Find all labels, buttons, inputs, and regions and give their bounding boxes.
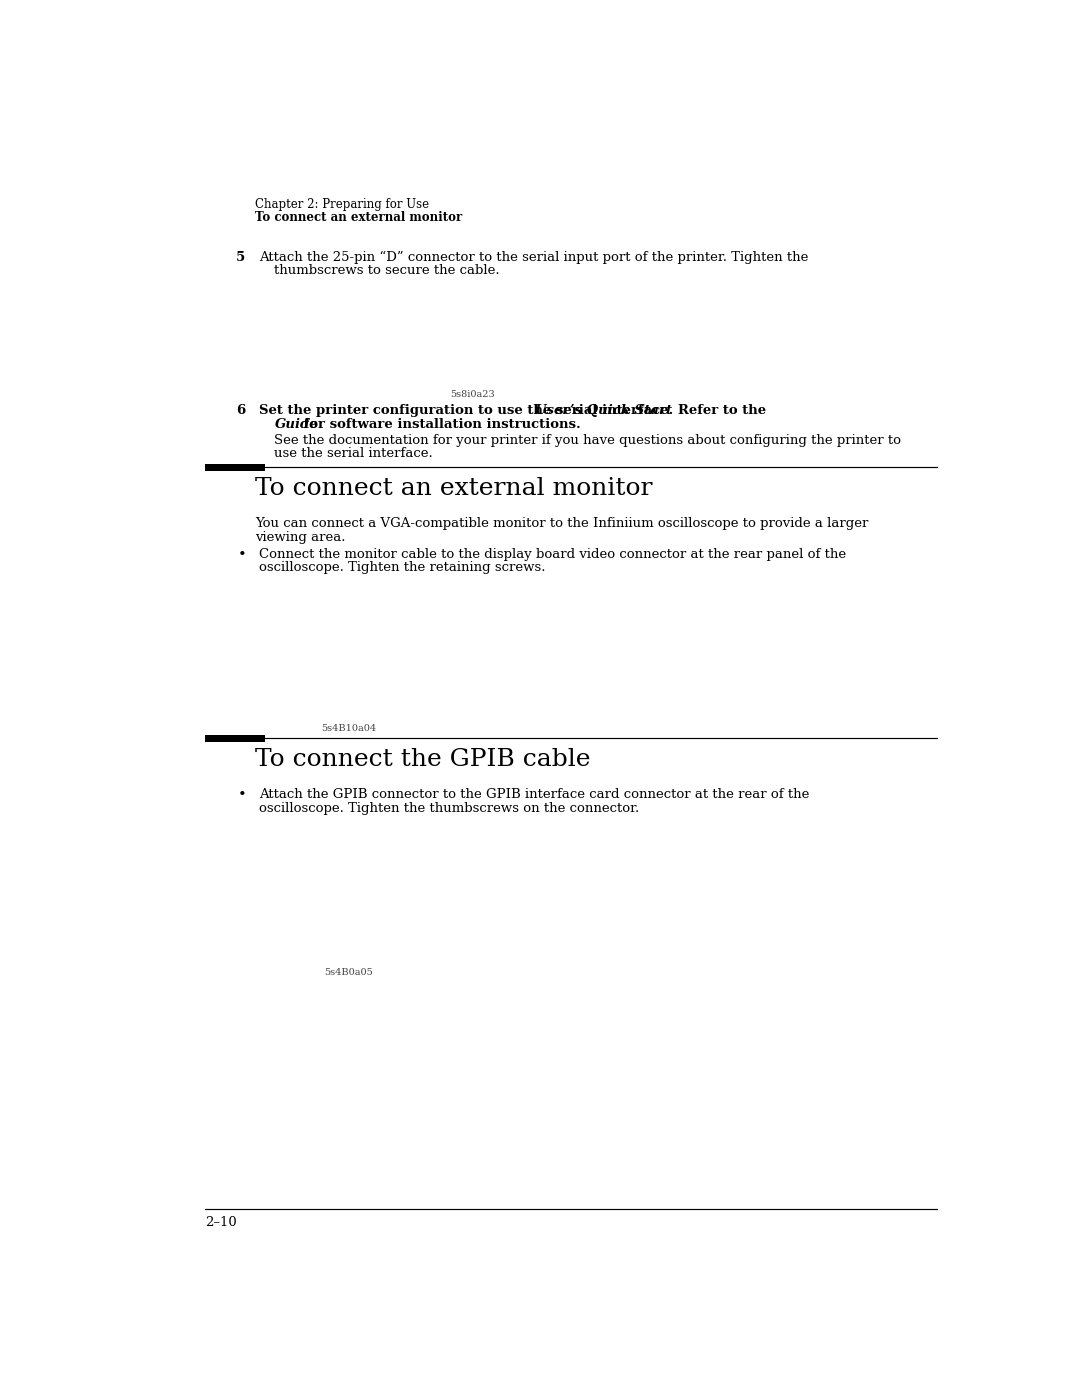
Bar <box>484 578 732 721</box>
Text: To connect an external monitor: To connect an external monitor <box>255 478 652 500</box>
Text: thumbscrews to secure the cable.: thumbscrews to secure the cable. <box>274 264 500 277</box>
Text: 5s8i0a23: 5s8i0a23 <box>449 390 495 400</box>
Text: 2–10: 2–10 <box>205 1215 237 1228</box>
Text: for software installation instructions.: for software installation instructions. <box>298 418 580 430</box>
Text: 5s4B10a04: 5s4B10a04 <box>321 725 376 733</box>
Text: 6: 6 <box>235 404 245 418</box>
Text: Attach the GPIB connector to the GPIB interface card connector at the rear of th: Attach the GPIB connector to the GPIB in… <box>259 788 809 802</box>
Text: To connect the GPIB cable: To connect the GPIB cable <box>255 749 591 771</box>
Bar <box>252 277 437 387</box>
Text: 5: 5 <box>235 251 245 264</box>
Text: You can connect a VGA-compatible monitor to the Infiniium oscilloscope to provid: You can connect a VGA-compatible monitor… <box>255 517 868 531</box>
Text: •: • <box>238 788 247 802</box>
Text: 5s4B0a05: 5s4B0a05 <box>324 968 373 978</box>
Text: oscilloscope. Tighten the thumbscrews on the connector.: oscilloscope. Tighten the thumbscrews on… <box>259 802 639 814</box>
Text: Guide: Guide <box>274 418 319 430</box>
Text: User’s Quick Start: User’s Quick Start <box>536 404 673 418</box>
Text: Attach the 25-pin “D” connector to the serial input port of the printer. Tighten: Attach the 25-pin “D” connector to the s… <box>259 251 808 264</box>
Bar <box>484 819 693 965</box>
Bar <box>216 819 457 965</box>
Text: Chapter 2: Preparing for Use: Chapter 2: Preparing for Use <box>255 198 429 211</box>
Bar <box>499 277 693 387</box>
Text: viewing area.: viewing area. <box>255 531 346 543</box>
Text: oscilloscope. Tighten the retaining screws.: oscilloscope. Tighten the retaining scre… <box>259 562 545 574</box>
Text: use the serial interface.: use the serial interface. <box>274 447 433 460</box>
Bar <box>205 735 266 742</box>
Bar <box>216 578 457 721</box>
Text: •: • <box>238 548 247 562</box>
Text: Connect the monitor cable to the display board video connector at the rear panel: Connect the monitor cable to the display… <box>259 548 846 562</box>
Text: To connect an external monitor: To connect an external monitor <box>255 211 462 224</box>
Bar <box>205 464 266 471</box>
Text: Set the printer configuration to use the serial interface. Refer to the: Set the printer configuration to use the… <box>259 404 771 418</box>
Text: See the documentation for your printer if you have questions about configuring t: See the documentation for your printer i… <box>274 433 902 447</box>
